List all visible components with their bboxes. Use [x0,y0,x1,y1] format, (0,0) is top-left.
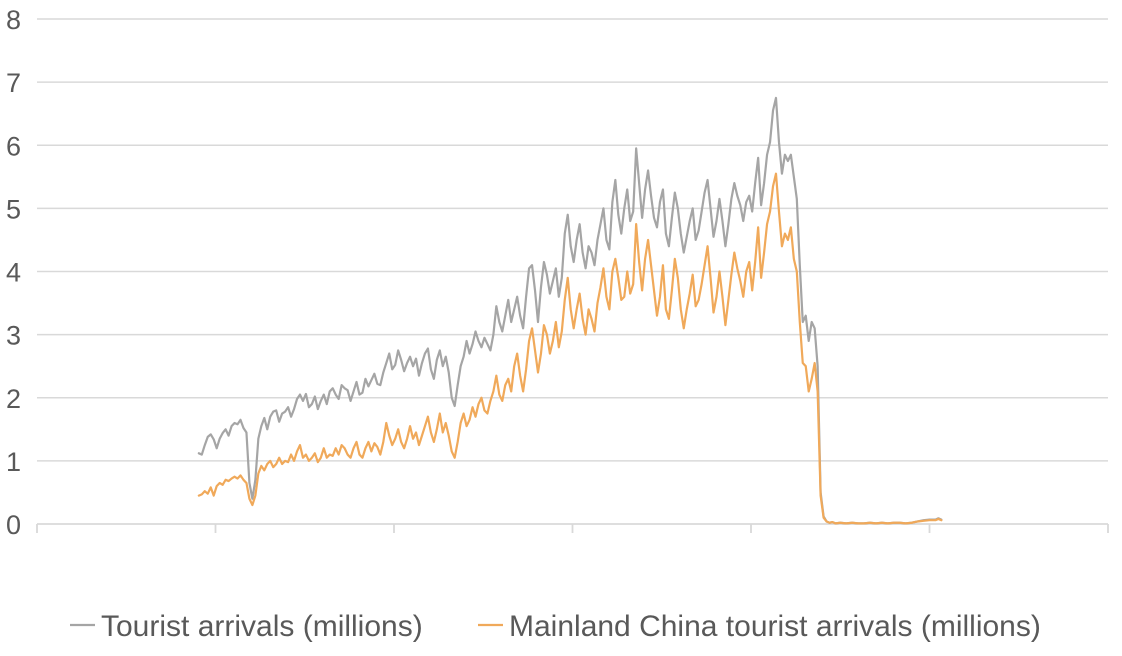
y-tick-label-6: 6 [6,131,21,161]
legend-item-tourist-arrivals: Tourist arrivals (millions) [70,610,423,643]
y-tick-label-4: 4 [6,258,21,288]
series-line-mainland-china-arrivals [197,172,943,525]
y-tick-label-5: 5 [6,194,21,224]
legend: Tourist arrivals (millions) Mainland Chin… [70,610,1041,643]
y-tick-label-7: 7 [6,68,21,98]
y-tick-labels: 0 1 2 3 4 5 6 7 8 [6,5,21,540]
y-tick-label-3: 3 [6,321,21,351]
series-line-tourist-arrivals [197,96,943,525]
y-tick-label-2: 2 [6,384,21,414]
y-tick-label-8: 8 [6,5,21,35]
legend-label: Mainland China tourist arrivals (million… [509,610,1041,643]
legend-label: Tourist arrivals (millions) [101,610,423,643]
y-tick-label-0: 0 [6,510,21,540]
y-tick-label-1: 1 [6,447,21,477]
series-lines [197,96,943,525]
legend-item-mainland-china-arrivals: Mainland China tourist arrivals (million… [478,610,1041,643]
x-axis [36,523,1109,533]
gridlines [37,18,1108,462]
